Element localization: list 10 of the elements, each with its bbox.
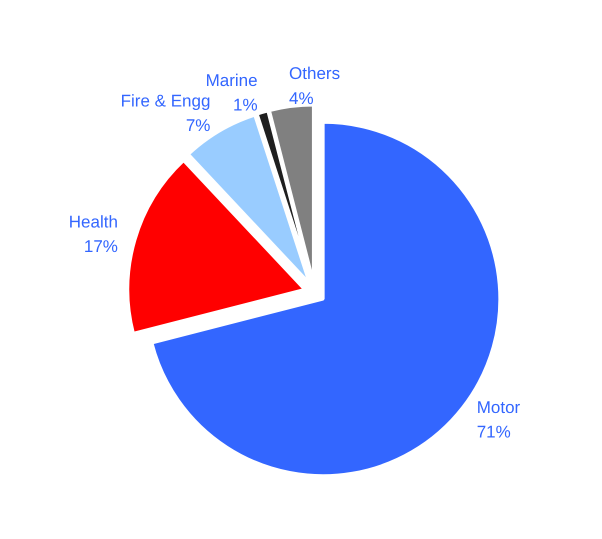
slice-label: Fire & Engg xyxy=(120,92,210,111)
data-label: 17% xyxy=(84,237,118,256)
slice-label: Health xyxy=(68,212,118,232)
slice-label: Others xyxy=(289,64,340,84)
data-label: 7% xyxy=(186,116,210,136)
data-label: 71% xyxy=(476,422,511,442)
data-label: 1% xyxy=(232,96,258,115)
slice-label: Motor xyxy=(476,398,521,418)
slice-label: Marine xyxy=(206,70,258,90)
data-label: 4% xyxy=(289,88,314,108)
